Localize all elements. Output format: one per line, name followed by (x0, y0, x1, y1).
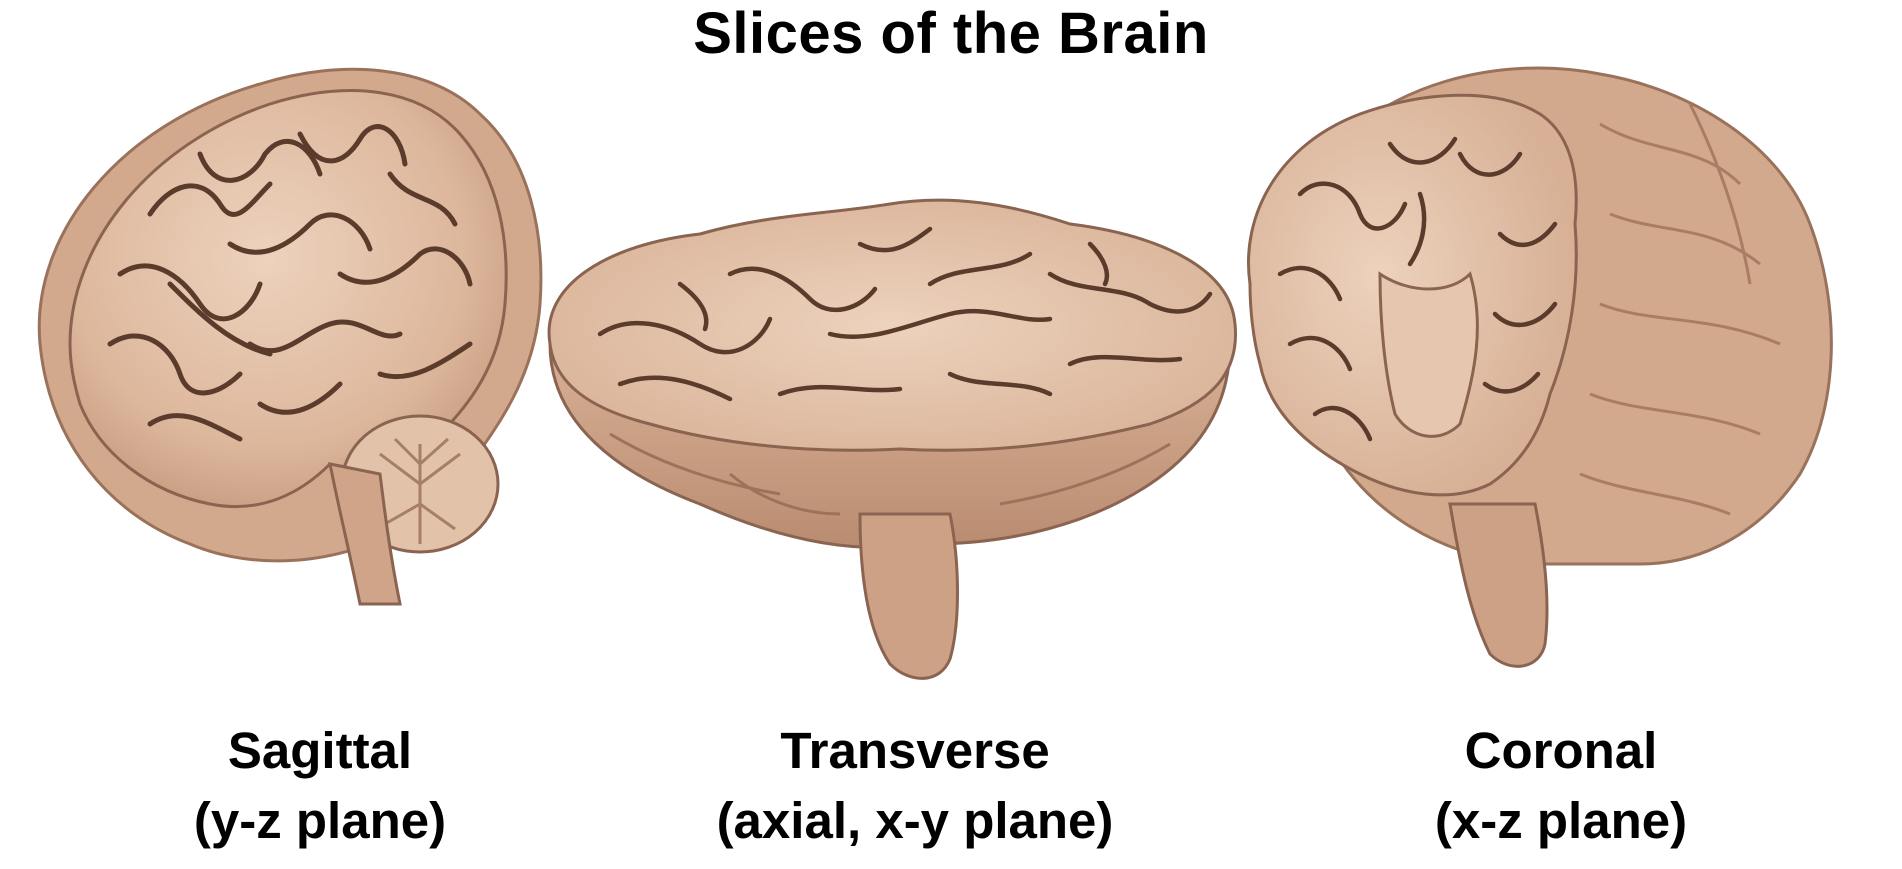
label-sagittal-name: Sagittal (227, 722, 413, 779)
sagittal-brain-slice-icon (37, 67, 543, 606)
panel-coronal: Coronal (x-z plane) (1220, 44, 1902, 869)
label-coronal-name: Coronal (1464, 722, 1658, 779)
transverse-brain-slice-icon (547, 198, 1238, 680)
label-transverse-plane: (axial, x-y plane) (716, 792, 1114, 849)
label-coronal-plane: (x-z plane) (1434, 792, 1688, 849)
label-transverse-name: Transverse (780, 722, 1050, 779)
page-title: Slices of the Brain (693, 1, 1209, 66)
label-transverse: Transverse (axial, x-y plane) (530, 716, 1300, 856)
label-sagittal: Sagittal (y-z plane) (0, 716, 640, 856)
label-sagittal-plane: (y-z plane) (193, 792, 447, 849)
panel-transverse: Transverse (axial, x-y plane) (530, 44, 1300, 869)
coronal-brain-slice-icon (1247, 66, 1833, 668)
label-coronal: Coronal (x-z plane) (1220, 716, 1902, 856)
panel-sagittal: Sagittal (y-z plane) (0, 44, 640, 869)
